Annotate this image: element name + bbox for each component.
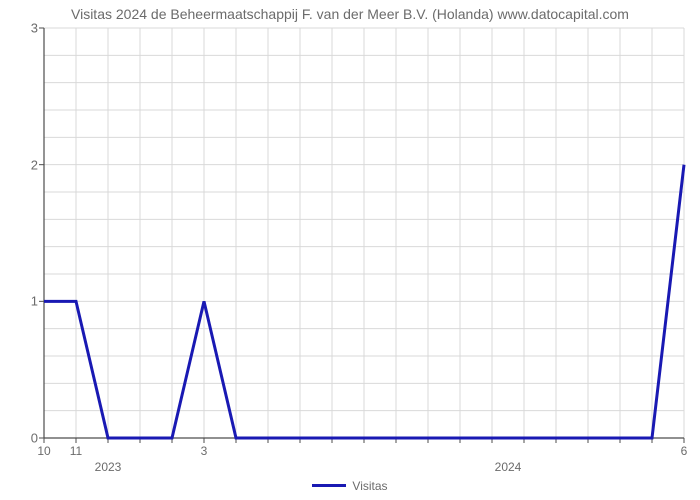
x-group-label: 2024 <box>495 460 522 474</box>
x-tick-label: 11 <box>70 444 82 458</box>
x-tick-label: 6 <box>681 444 688 458</box>
x-tick-label: 3 <box>201 444 208 458</box>
chart-container: Visitas 2024 de Beheermaatschappij F. va… <box>0 0 700 500</box>
x-group-label: 2023 <box>95 460 122 474</box>
y-tick-label: 0 <box>14 431 38 446</box>
plot-svg <box>44 28 684 438</box>
legend-swatch <box>312 484 346 487</box>
chart-legend: Visitas <box>0 478 700 493</box>
legend-label: Visitas <box>352 479 387 493</box>
plot-area <box>44 28 684 438</box>
chart-title: Visitas 2024 de Beheermaatschappij F. va… <box>0 6 700 22</box>
y-tick-label: 2 <box>14 157 38 172</box>
y-tick-label: 3 <box>14 21 38 36</box>
x-tick-label: 10 <box>37 444 50 458</box>
y-tick-label: 1 <box>14 294 38 309</box>
